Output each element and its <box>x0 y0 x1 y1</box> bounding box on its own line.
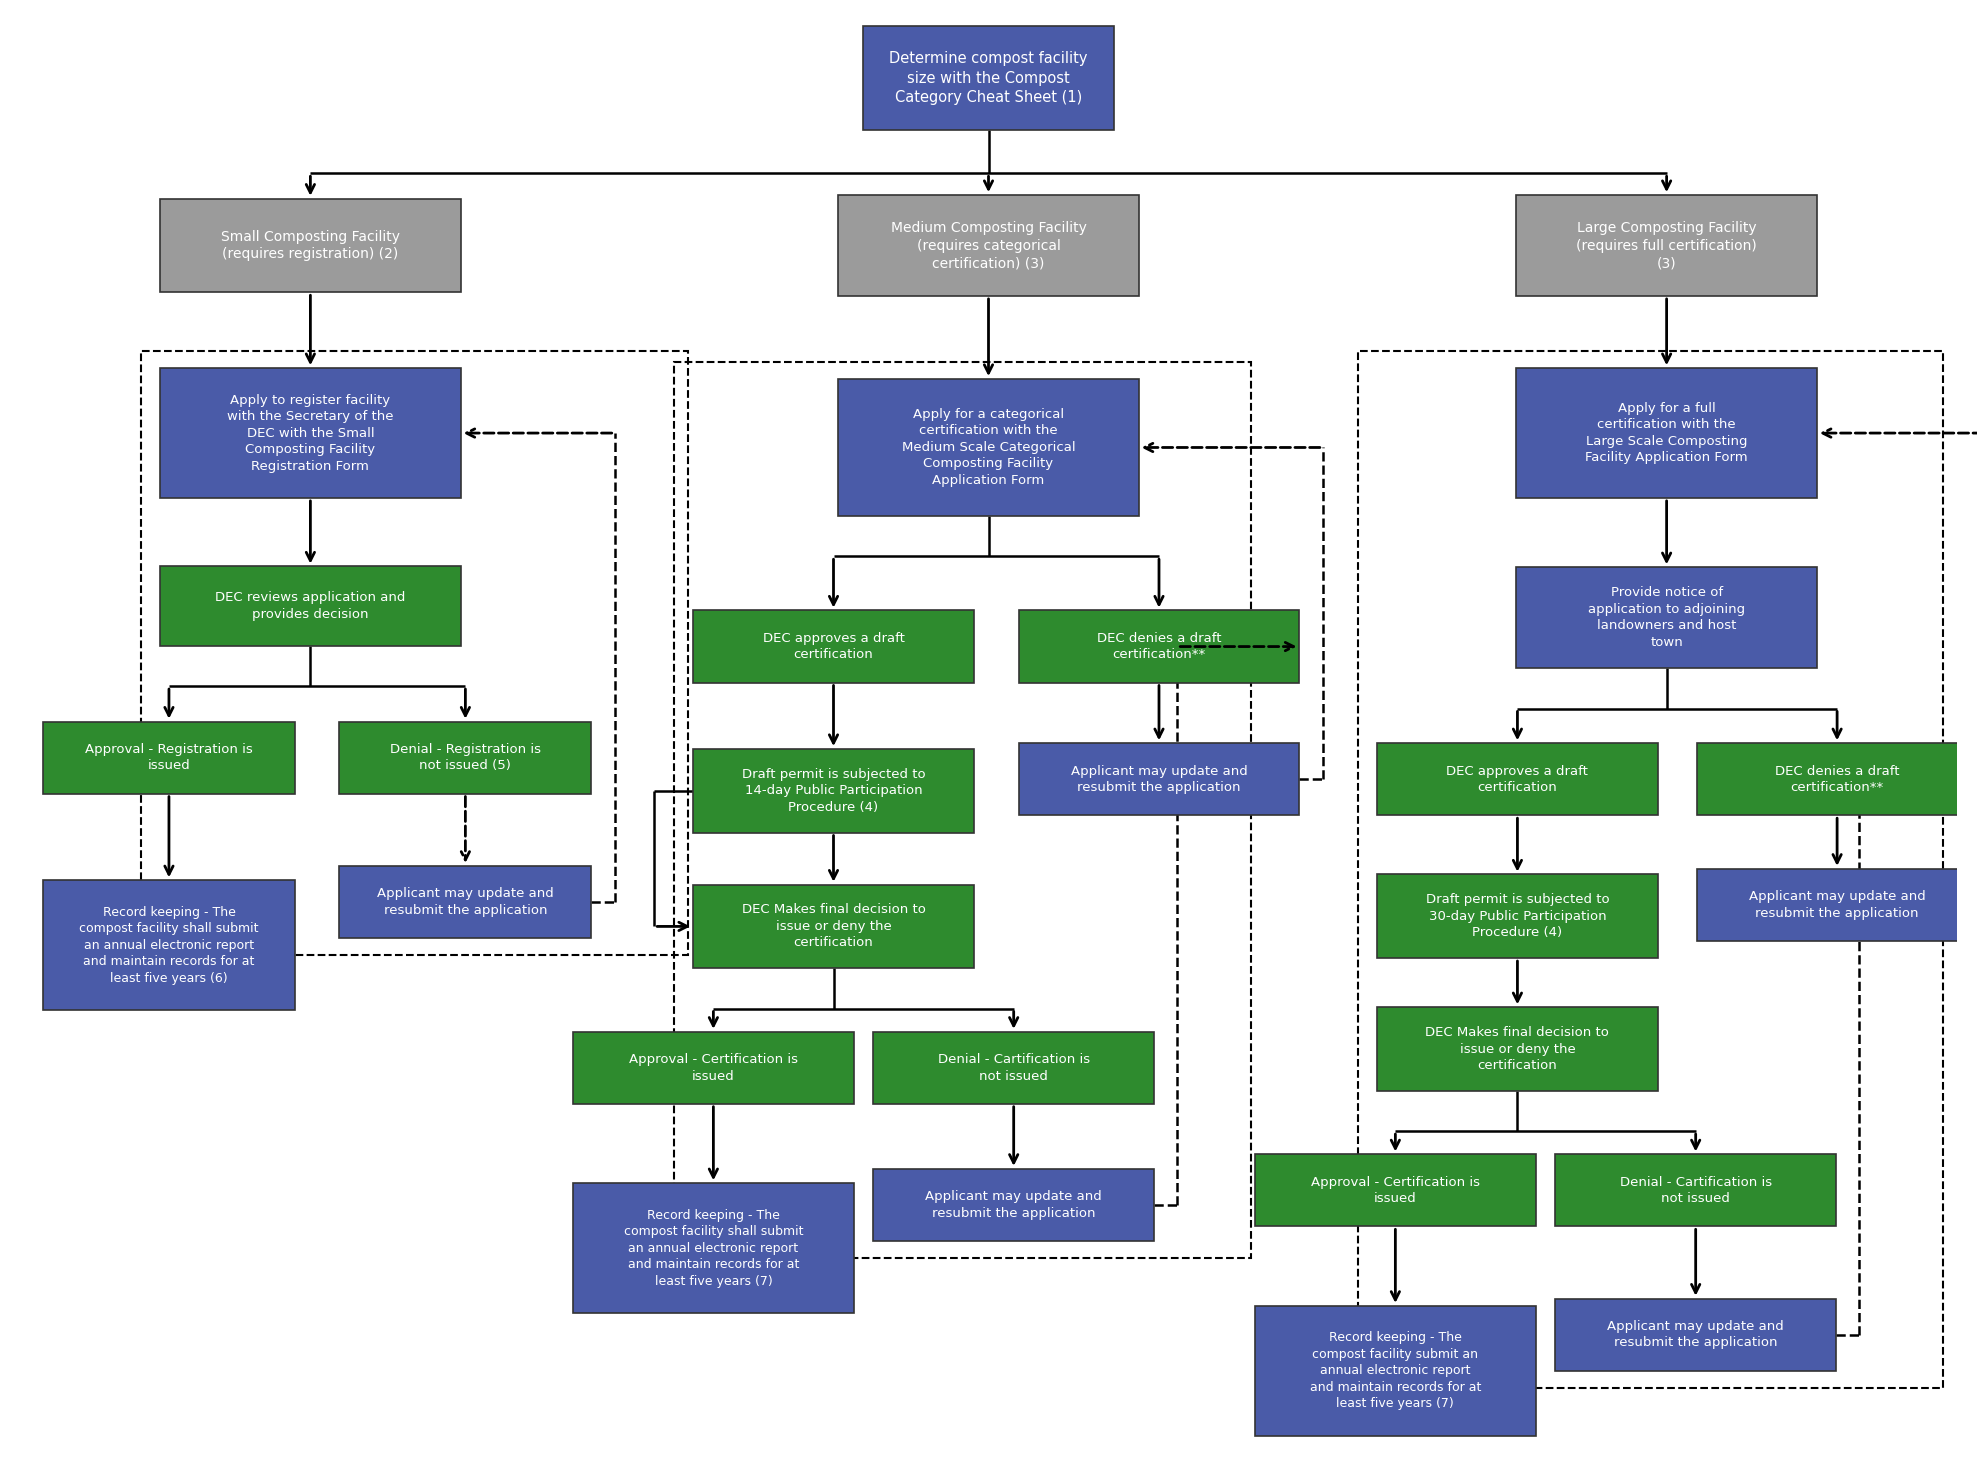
FancyBboxPatch shape <box>160 368 461 498</box>
Text: Small Composting Facility
(requires registration) (2): Small Composting Facility (requires regi… <box>221 230 399 262</box>
FancyBboxPatch shape <box>838 378 1139 517</box>
Text: Record keeping - The
compost facility shall submit
an annual electronic report
a: Record keeping - The compost facility sh… <box>79 905 259 985</box>
Text: DEC denies a draft
certification**: DEC denies a draft certification** <box>1097 631 1222 661</box>
FancyBboxPatch shape <box>160 199 461 293</box>
FancyBboxPatch shape <box>1376 743 1659 815</box>
FancyBboxPatch shape <box>862 26 1115 130</box>
FancyBboxPatch shape <box>1376 874 1659 958</box>
Text: Denial - Cartification is
not issued: Denial - Cartification is not issued <box>1619 1176 1771 1206</box>
FancyBboxPatch shape <box>43 880 295 1010</box>
Text: Applicant may update and
resubmit the application: Applicant may update and resubmit the ap… <box>1750 891 1926 920</box>
Text: Applicant may update and
resubmit the application: Applicant may update and resubmit the ap… <box>378 888 554 917</box>
Text: Denial - Cartification is
not issued: Denial - Cartification is not issued <box>937 1052 1089 1082</box>
Text: DEC Makes final decision to
issue or deny the
certification: DEC Makes final decision to issue or den… <box>741 904 925 949</box>
Text: Applicant may update and
resubmit the application: Applicant may update and resubmit the ap… <box>1072 764 1247 793</box>
FancyBboxPatch shape <box>874 1032 1155 1104</box>
FancyBboxPatch shape <box>694 749 975 833</box>
Text: Applicant may update and
resubmit the application: Applicant may update and resubmit the ap… <box>1607 1320 1783 1350</box>
FancyBboxPatch shape <box>43 721 295 793</box>
FancyBboxPatch shape <box>1516 368 1817 498</box>
Text: DEC reviews application and
provides decision: DEC reviews application and provides dec… <box>215 592 405 621</box>
FancyBboxPatch shape <box>694 611 975 683</box>
FancyBboxPatch shape <box>1696 868 1977 941</box>
FancyBboxPatch shape <box>340 866 591 938</box>
Text: Large Composting Facility
(requires full certification)
(3): Large Composting Facility (requires full… <box>1576 221 1758 271</box>
FancyBboxPatch shape <box>160 567 461 646</box>
FancyBboxPatch shape <box>1376 1007 1659 1091</box>
Text: Provide notice of
application to adjoining
landowners and host
town: Provide notice of application to adjoini… <box>1588 586 1746 649</box>
FancyBboxPatch shape <box>1696 743 1977 815</box>
Text: Applicant may update and
resubmit the application: Applicant may update and resubmit the ap… <box>925 1189 1101 1220</box>
Text: Apply for a full
certification with the
Large Scale Composting
Facility Applicat: Apply for a full certification with the … <box>1586 402 1748 464</box>
FancyBboxPatch shape <box>1516 567 1817 668</box>
Text: Record keeping - The
compost facility submit an
annual electronic report
and mai: Record keeping - The compost facility su… <box>1309 1331 1481 1410</box>
Text: DEC approves a draft
certification: DEC approves a draft certification <box>1447 764 1588 793</box>
FancyBboxPatch shape <box>1516 194 1817 296</box>
Text: Draft permit is subjected to
14-day Public Participation
Procedure (4): Draft permit is subjected to 14-day Publ… <box>741 768 925 814</box>
FancyBboxPatch shape <box>1255 1154 1536 1226</box>
FancyBboxPatch shape <box>1556 1154 1837 1226</box>
Text: Approval - Certification is
issued: Approval - Certification is issued <box>1311 1176 1481 1206</box>
FancyBboxPatch shape <box>573 1032 854 1104</box>
Text: Draft permit is subjected to
30-day Public Participation
Procedure (4): Draft permit is subjected to 30-day Publ… <box>1425 894 1609 939</box>
FancyBboxPatch shape <box>838 194 1139 296</box>
Text: Record keeping - The
compost facility shall submit
an annual electronic report
a: Record keeping - The compost facility sh… <box>623 1209 803 1288</box>
FancyBboxPatch shape <box>694 885 975 969</box>
Text: Apply for a categorical
certification with the
Medium Scale Categorical
Composti: Apply for a categorical certification wi… <box>902 408 1075 487</box>
FancyBboxPatch shape <box>340 721 591 793</box>
FancyBboxPatch shape <box>1556 1298 1837 1370</box>
Text: DEC Makes final decision to
issue or deny the
certification: DEC Makes final decision to issue or den… <box>1425 1026 1609 1072</box>
Text: Approval - Registration is
issued: Approval - Registration is issued <box>85 743 253 773</box>
Text: Apply to register facility
with the Secretary of the
DEC with the Small
Composti: Apply to register facility with the Secr… <box>227 393 393 473</box>
Text: Approval - Certification is
issued: Approval - Certification is issued <box>629 1052 799 1082</box>
FancyBboxPatch shape <box>1018 743 1299 815</box>
Text: DEC denies a draft
certification**: DEC denies a draft certification** <box>1775 764 1900 793</box>
Text: DEC approves a draft
certification: DEC approves a draft certification <box>763 631 903 661</box>
Text: Denial - Registration is
not issued (5): Denial - Registration is not issued (5) <box>389 743 542 773</box>
FancyBboxPatch shape <box>573 1183 854 1313</box>
Text: Determine compost facility
size with the Compost
Category Cheat Sheet (1): Determine compost facility size with the… <box>890 52 1087 105</box>
Text: Medium Composting Facility
(requires categorical
certification) (3): Medium Composting Facility (requires cat… <box>890 221 1087 271</box>
FancyBboxPatch shape <box>1018 611 1299 683</box>
FancyBboxPatch shape <box>1255 1306 1536 1435</box>
FancyBboxPatch shape <box>874 1169 1155 1241</box>
